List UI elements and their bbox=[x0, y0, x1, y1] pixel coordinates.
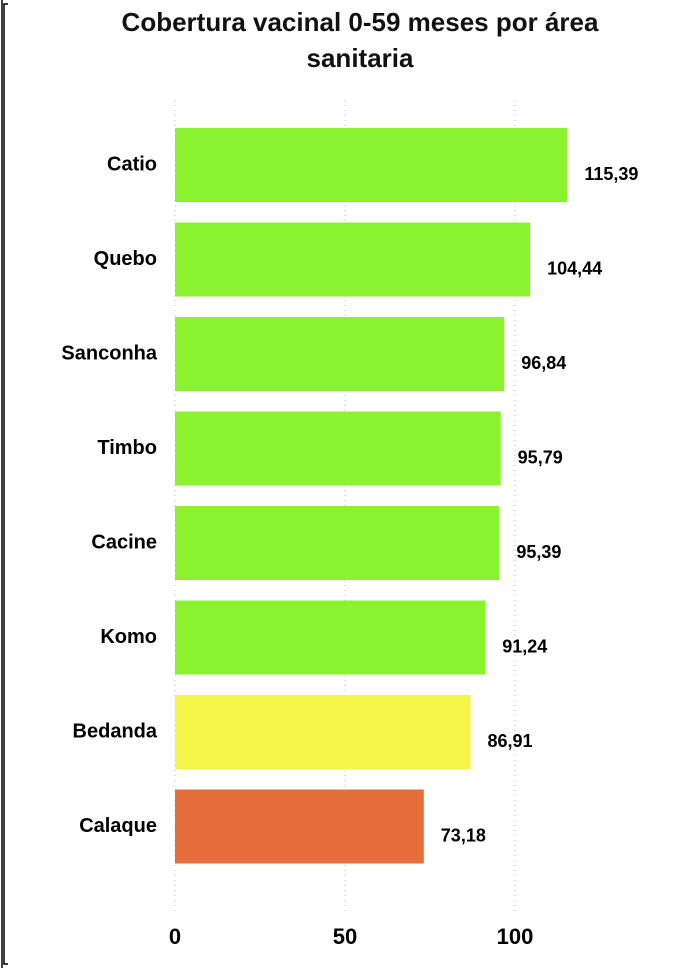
bar bbox=[175, 600, 486, 675]
value-label: 95,39 bbox=[516, 542, 561, 562]
value-label: 73,18 bbox=[441, 825, 486, 845]
x-tick-label: 50 bbox=[333, 924, 357, 949]
bar bbox=[175, 128, 568, 202]
value-label: 95,79 bbox=[518, 447, 563, 467]
bar bbox=[175, 695, 471, 769]
y-tick-label: Sanconha bbox=[61, 342, 157, 364]
y-tick-label: Timbo bbox=[97, 437, 157, 459]
x-tick-label: 100 bbox=[497, 924, 534, 949]
bar bbox=[175, 506, 500, 580]
y-tick-label: Calaque bbox=[79, 815, 157, 837]
bar bbox=[175, 222, 531, 297]
bar bbox=[175, 317, 505, 391]
value-label: 104,44 bbox=[547, 258, 602, 278]
value-label: 86,91 bbox=[487, 731, 532, 751]
y-tick-label: Quebo bbox=[94, 248, 157, 270]
value-label: 91,24 bbox=[502, 636, 547, 656]
left-border bbox=[1, 0, 8, 968]
y-tick-label: Cacine bbox=[91, 531, 157, 553]
x-tick-label: 0 bbox=[169, 924, 181, 949]
y-tick-label: Bedanda bbox=[73, 720, 158, 742]
bar bbox=[175, 789, 424, 864]
chart-title: Cobertura vacinal 0-59 meses por área sa… bbox=[121, 7, 599, 73]
value-label: 96,84 bbox=[521, 353, 566, 373]
bar bbox=[175, 411, 501, 486]
y-tick-label: Catio bbox=[107, 153, 157, 175]
y-tick-label: Komo bbox=[100, 626, 157, 648]
value-label: 115,39 bbox=[584, 164, 638, 184]
